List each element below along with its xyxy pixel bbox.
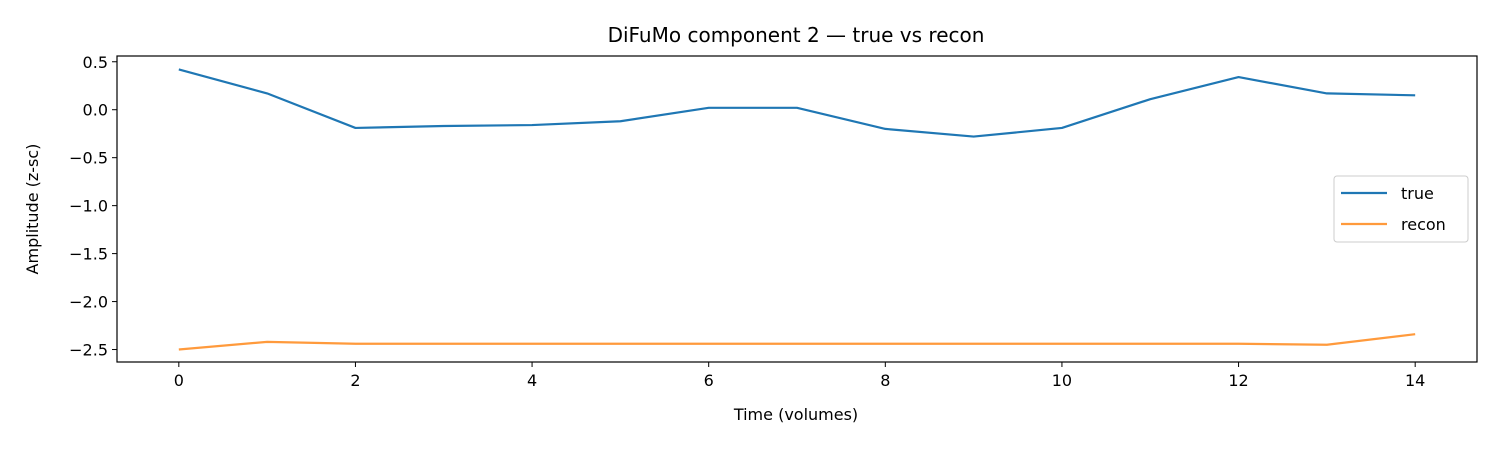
plot-area	[178, 68, 1416, 351]
y-tick-label: −1.5	[69, 245, 108, 264]
y-tick-label: 0.0	[83, 101, 108, 120]
x-tick-label: 10	[1052, 371, 1072, 390]
y-tick-label: −1.0	[69, 197, 108, 216]
y-axis-label: Amplitude (z-sc)	[23, 144, 42, 275]
x-axis-label: Time (volumes)	[733, 405, 858, 424]
chart-title: DiFuMo component 2 — true vs recon	[608, 23, 985, 47]
series-line-true	[178, 68, 1416, 138]
x-tick-label: 4	[527, 371, 537, 390]
x-tick-label: 2	[350, 371, 360, 390]
legend-label-true: true	[1401, 184, 1434, 203]
y-tick-label: −2.5	[69, 341, 108, 360]
y-axis: 0.5 0.0 −0.5 −1.0 −1.5 −2.0 −2.5	[69, 53, 117, 360]
x-tick-label: 8	[880, 371, 890, 390]
x-axis: 0 2 4 6 8 10 12 14	[174, 362, 1425, 390]
x-tick-label: 0	[174, 371, 184, 390]
legend: true recon	[1333, 175, 1469, 243]
y-tick-label: −0.5	[69, 149, 108, 168]
y-tick-label: −2.0	[69, 293, 108, 312]
legend-label-recon: recon	[1401, 215, 1446, 234]
x-tick-label: 14	[1405, 371, 1425, 390]
x-tick-label: 6	[704, 371, 714, 390]
x-tick-label: 12	[1228, 371, 1248, 390]
plot-frame	[116, 55, 1478, 363]
series-line-recon	[178, 333, 1416, 351]
y-tick-label: 0.5	[83, 53, 108, 72]
